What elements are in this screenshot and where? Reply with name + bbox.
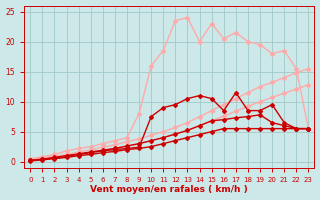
X-axis label: Vent moyen/en rafales ( km/h ): Vent moyen/en rafales ( km/h ) [91,185,248,194]
